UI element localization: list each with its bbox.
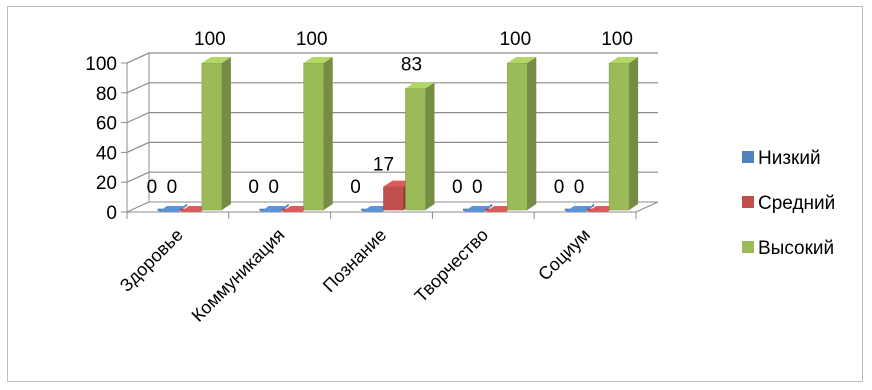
bar-front — [507, 62, 528, 211]
y-tick-label: 0 — [106, 203, 117, 224]
bar-side — [629, 57, 639, 210]
data-label: 0 — [452, 177, 463, 198]
y-tick-label: 20 — [96, 173, 117, 194]
y-tick-label: 80 — [96, 84, 117, 105]
data-label: 100 — [499, 29, 531, 50]
data-label: 0 — [268, 177, 279, 198]
data-label: 0 — [147, 177, 158, 198]
bar-top — [303, 57, 333, 63]
bar-top — [201, 57, 231, 63]
data-label: 100 — [194, 29, 226, 50]
x-category-label: Коммуникация — [188, 225, 289, 326]
gridline — [126, 82, 658, 94]
x-category-label: Социум — [534, 225, 594, 285]
data-label: 0 — [574, 177, 585, 198]
y-tick-label: 100 — [85, 54, 117, 75]
data-label: 83 — [401, 54, 422, 75]
bar-side — [323, 57, 333, 210]
legend-swatch — [742, 151, 754, 163]
legend-label: Средний — [758, 193, 835, 214]
gridline — [126, 141, 658, 153]
data-label: 0 — [350, 177, 361, 198]
data-label: 0 — [554, 177, 565, 198]
x-category-label: Творчество — [411, 225, 492, 306]
x-category-label: Познание — [319, 225, 390, 296]
data-label: 100 — [601, 29, 633, 50]
data-label: 0 — [472, 177, 483, 198]
bar-side — [527, 57, 537, 210]
gridline — [126, 52, 658, 64]
bar-front — [201, 62, 223, 211]
bar-top — [405, 82, 435, 89]
bar-side — [425, 82, 435, 210]
gridline — [126, 171, 658, 183]
bar-top — [609, 57, 639, 63]
bar-front — [608, 62, 630, 211]
bar-front — [405, 88, 426, 211]
legend-label: Низкий — [758, 148, 821, 169]
data-label: 0 — [248, 177, 259, 198]
data-label: 100 — [296, 29, 328, 50]
data-label: 0 — [167, 177, 178, 198]
legend-swatch — [742, 241, 754, 253]
y-tick-label: 60 — [96, 114, 117, 135]
y-tick-label: 40 — [96, 143, 117, 164]
data-label: 17 — [373, 155, 394, 176]
bar-side — [221, 57, 231, 210]
chart-frame — [7, 6, 863, 382]
x-category-label: Здоровье — [116, 225, 187, 296]
bar-front — [383, 186, 404, 211]
legend-swatch — [742, 196, 754, 208]
bar-top — [507, 57, 537, 63]
legend-label: Высокий — [758, 238, 834, 259]
gridline — [126, 111, 658, 124]
bar-front — [303, 62, 324, 211]
